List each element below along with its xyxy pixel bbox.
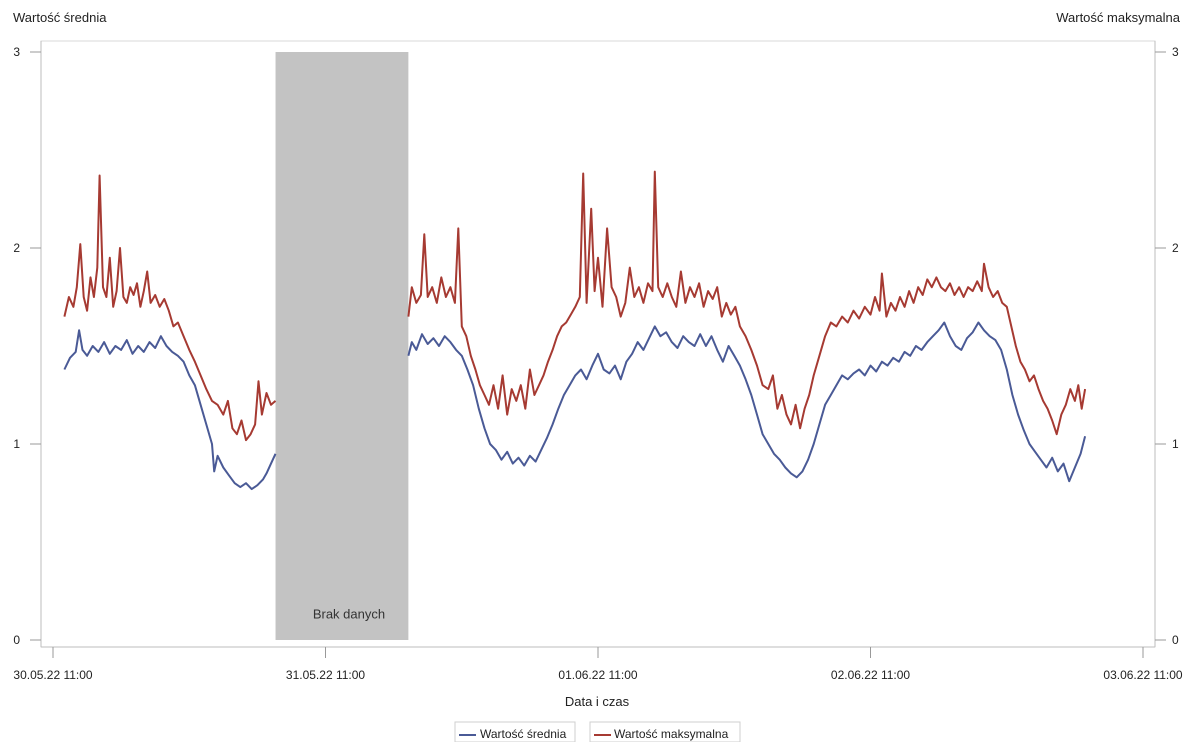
series-layer (63, 170, 1087, 491)
legend-label-mean: Wartość średnia (480, 727, 567, 741)
legend: Wartość średnia Wartość maksymalna (454, 721, 741, 742)
x-tick-label: 01.06.22 11:00 (558, 668, 638, 682)
left-y-tick-label: 1 (13, 437, 20, 451)
series-line-max-segment-1 (407, 170, 1087, 436)
x-tick-label: 02.06.22 11:00 (831, 668, 911, 682)
left-y-ticks: 0 1 2 3 (13, 45, 41, 647)
x-axis-title: Data i czas (565, 694, 630, 709)
plot-frame (40, 40, 1156, 648)
left-axis-title: Wartość średnia (13, 10, 107, 25)
legend-item-frame-1 (589, 721, 741, 742)
left-y-tick-label: 3 (13, 45, 20, 59)
right-y-tick-label: 0 (1172, 633, 1179, 647)
series-line-mean-segment-1 (407, 321, 1087, 483)
right-y-tick-label: 3 (1172, 45, 1179, 59)
legend-label-max: Wartość maksymalna (614, 727, 729, 741)
x-axis-ticks: 30.05.22 11:00 31.05.22 11:00 01.06.22 11:… (13, 647, 1183, 682)
series-line-max-segment-0 (63, 174, 277, 442)
x-tick-label: 31.05.22 11:00 (286, 668, 366, 682)
right-y-tick-label: 2 (1172, 241, 1179, 255)
x-tick-label: 30.05.22 11:00 (13, 668, 93, 682)
left-y-tick-label: 2 (13, 241, 20, 255)
series-line-mean-segment-0 (63, 329, 277, 491)
left-y-tick-label: 0 (13, 633, 20, 647)
x-tick-label: 03.06.22 11:00 (1103, 668, 1183, 682)
right-axis-title: Wartość maksymalna (1056, 10, 1181, 25)
legend-item-frame-0 (454, 721, 576, 742)
right-y-tick-label: 1 (1172, 437, 1179, 451)
right-y-ticks: 0 1 2 3 (1155, 45, 1179, 647)
no-data-label: Brak danych (313, 606, 385, 621)
no-data-band (275, 52, 409, 640)
